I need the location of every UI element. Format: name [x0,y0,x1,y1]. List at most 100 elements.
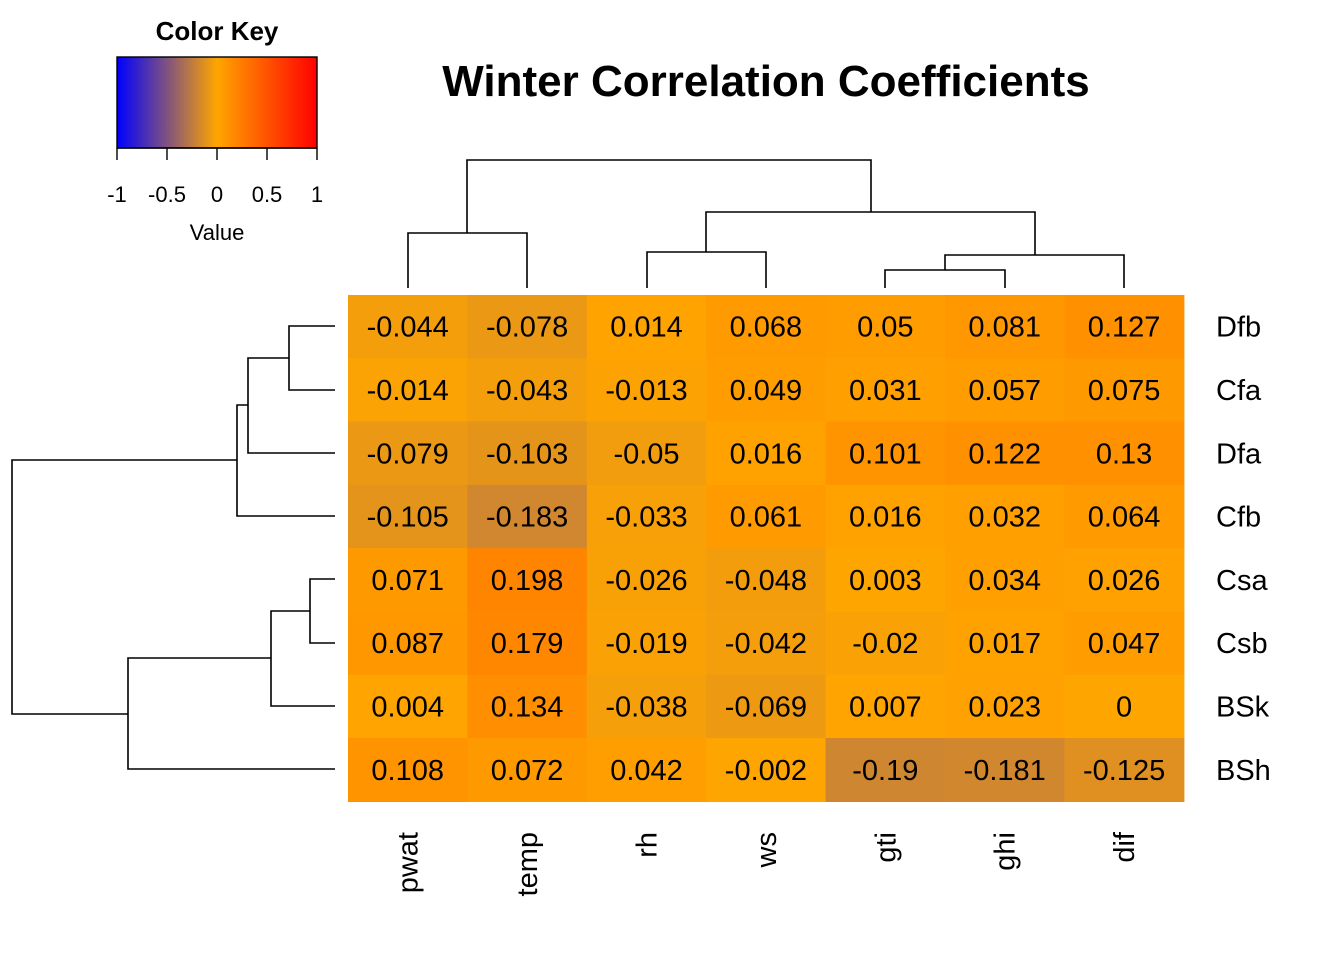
heatmap-cell-Csa-ghi [945,548,1065,613]
heatmap-cell-BSk-dif [1064,674,1185,739]
cell-value-Csb-pwat: 0.087 [371,628,444,660]
row-label-Dfa: Dfa [1216,438,1262,470]
heatmap-cell-Cfa-ws [706,358,827,423]
heatmap-cell-Cfa-pwat [348,358,468,423]
heatmap-cell-BSh-ghi [945,738,1065,802]
cell-value-Cfb-pwat: -0.105 [367,502,449,534]
cell-value-BSh-gti: -0.19 [852,755,918,787]
cell-value-BSh-ws: -0.002 [725,755,807,787]
heatmap-cell-Csb-dif [1064,611,1185,676]
heatmap-cell-Csa-dif [1064,548,1185,613]
cell-value-Dfa-temp: -0.103 [486,438,568,470]
row-label-Cfb: Cfb [1216,502,1261,534]
cell-value-Csa-gti: 0.003 [849,565,922,597]
cell-value-BSh-temp: 0.072 [491,755,564,787]
heatmap-cell-Dfa-ws [706,421,827,486]
cell-value-Cfa-dif: 0.075 [1088,375,1161,407]
row-dendro-dfa-cfb [236,404,335,517]
heatmap-cell-Cfb-temp [467,484,588,549]
col-dendro-gti-ghi [884,269,1006,288]
col-dendro-ghi-dif [944,254,1125,288]
cell-value-Csb-temp: 0.179 [491,628,564,660]
heatmap-cell-Dfa-rh [586,421,707,486]
cell-value-Cfb-temp: -0.183 [486,502,568,534]
cell-value-Dfa-gti: 0.101 [849,438,922,470]
row-dendro-dfb-cfa [288,325,335,391]
cell-value-Cfb-gti: 0.016 [849,502,922,534]
heatmap-cell-Cfa-dif [1064,358,1185,423]
cell-value-Csb-rh: -0.019 [605,628,687,660]
heatmap-cell-Dfb-dif [1064,295,1185,359]
heatmap-cell-BSk-temp [467,674,588,739]
heatmap-cell-BSh-temp [467,738,588,802]
cell-value-BSk-temp: 0.134 [491,691,564,723]
heatmap-cell-Cfa-ghi [945,358,1065,423]
column-label-rh: rh [632,832,664,858]
heatmap-cell-Csa-pwat [348,548,468,613]
cell-value-Dfa-pwat: -0.079 [367,438,449,470]
cell-value-Cfa-ghi: 0.057 [968,375,1041,407]
row-label-BSh: BSh [1216,755,1271,787]
cell-value-Cfa-temp: -0.043 [486,375,568,407]
heatmap-cell-Cfb-dif [1064,484,1185,549]
color-key-tick-label: 0.5 [252,182,283,207]
color-key-gradient [116,56,318,149]
color-key: Color Key -1 -0.5 0 0.5 1 Value [107,16,323,245]
heatmap-cell-Csb-temp [467,611,588,676]
heatmap-cell-Csa-rh [586,548,707,613]
cell-value-BSk-dif: 0 [1116,691,1132,723]
color-key-tick-label: -0.5 [148,182,186,207]
row-labels: Dfb Cfa Dfa Cfb Csa Csb BSk BSh [1216,312,1271,787]
color-key-tick-label: -1 [107,182,127,207]
color-key-xlabel: Value [190,220,245,245]
cell-value-Dfa-rh: -0.05 [613,438,679,470]
heatmap-cell-Csb-ghi [945,611,1065,676]
cell-value-Csa-dif: 0.026 [1088,565,1161,597]
chart-title: Winter Correlation Coefficients [442,57,1089,106]
heatmap-cell-BSh-dif [1064,738,1185,802]
heatmap-cell-BSh-rh [586,738,707,802]
cell-value-BSk-rh: -0.038 [605,691,687,723]
column-labels: pwat temp rh ws gti ghi dif [393,831,1141,896]
cell-value-Dfb-dif: 0.127 [1088,312,1161,344]
cell-value-Csb-ghi: 0.017 [968,628,1041,660]
heatmap-cell-Csa-gti [825,548,946,613]
cell-value-BSk-gti: 0.007 [849,691,922,723]
heatmap-cell-Cfb-ghi [945,484,1065,549]
heatmap-cell-BSh-gti [825,738,946,802]
row-dendro-csb-bsk [270,610,335,707]
column-dendrogram [407,159,1125,288]
heatmap-cell-Dfa-pwat [348,421,468,486]
heatmap-cell-BSh-pwat [348,738,468,802]
heatmap-cell-Dfb-gti [825,295,946,359]
heatmap-cell-Dfa-ghi [945,421,1065,486]
heatmap-cell-Cfa-rh [586,358,707,423]
cell-value-Cfa-rh: -0.013 [605,375,687,407]
row-dendro-bsk-bsh [127,657,335,770]
cell-value-Dfb-rh: 0.014 [610,312,683,344]
cell-value-Csa-temp: 0.198 [491,565,564,597]
color-key-title: Color Key [156,16,279,46]
heatmap-cell-Cfa-gti [825,358,946,423]
col-dendro-rh-dif [705,211,1036,255]
cell-value-Dfa-ws: 0.016 [730,438,803,470]
heatmap-cell-Dfa-temp [467,421,588,486]
cell-value-Cfb-ghi: 0.032 [968,502,1041,534]
column-label-ws: ws [751,832,783,868]
cell-value-Cfa-gti: 0.031 [849,375,922,407]
cell-value-Dfb-ws: 0.068 [730,312,803,344]
heatmap-cell-Dfb-ws [706,295,827,359]
cell-value-Dfb-temp: -0.078 [486,312,568,344]
column-label-temp: temp [512,832,544,896]
row-label-Csa: Csa [1216,565,1268,597]
cell-value-BSh-ghi: -0.181 [964,755,1046,787]
cell-value-Dfb-pwat: -0.044 [367,312,449,344]
heatmap-cell-Csb-pwat [348,611,468,676]
heatmap-cell-Dfb-temp [467,295,588,359]
row-label-BSk: BSk [1216,691,1270,723]
heatmap-cell-Cfb-rh [586,484,707,549]
cell-value-Cfa-ws: 0.049 [730,375,803,407]
row-dendro-csa-csb [309,578,335,644]
cell-value-BSk-ghi: 0.023 [968,691,1041,723]
cell-value-Csb-ws: -0.042 [725,628,807,660]
